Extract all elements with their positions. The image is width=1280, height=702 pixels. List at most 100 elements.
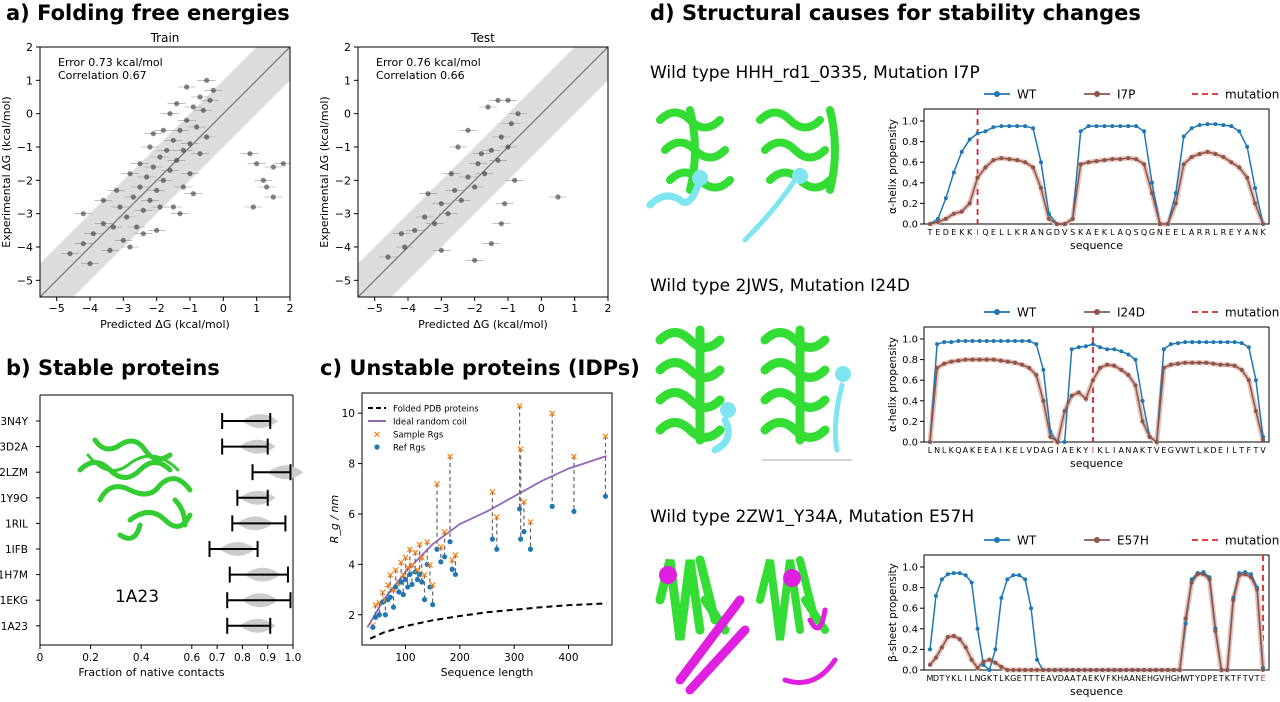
y-tick-label: 0.0 bbox=[902, 666, 918, 677]
data-point bbox=[425, 191, 431, 197]
mutant-point bbox=[984, 357, 989, 362]
mutant-point bbox=[1062, 409, 1067, 414]
y-axis-label: α-helix propensity bbox=[887, 337, 899, 432]
y-tick-label: −2 bbox=[335, 174, 351, 187]
mutant-point bbox=[945, 635, 950, 640]
sequence-residue: T bbox=[992, 674, 998, 683]
data-point bbox=[402, 244, 408, 250]
mutant-point bbox=[1148, 668, 1153, 672]
wt-point bbox=[1221, 123, 1226, 128]
sequence-residue: E bbox=[1017, 674, 1022, 683]
legend-swatch-dot bbox=[1094, 91, 1100, 97]
ref-rg-marker bbox=[494, 546, 500, 552]
wt-point bbox=[987, 668, 992, 672]
sequence-residue: D bbox=[1033, 446, 1039, 455]
ref-rg-marker bbox=[419, 579, 425, 585]
ref-rg-marker bbox=[452, 571, 459, 578]
mutant-point bbox=[1165, 668, 1170, 672]
mutant-point bbox=[1011, 668, 1016, 672]
ref-rg-marker bbox=[521, 529, 527, 535]
wt-point bbox=[1211, 340, 1216, 345]
wt-point bbox=[1237, 129, 1242, 134]
data-point bbox=[452, 187, 458, 193]
data-point bbox=[190, 191, 196, 197]
panel-d-row2-caption: Wild type 2JWS, Mutation I24D bbox=[650, 276, 910, 296]
mutant-point bbox=[1183, 616, 1188, 621]
mutant-point bbox=[1243, 572, 1248, 577]
wt-point bbox=[1183, 621, 1188, 626]
legend-swatch-dot bbox=[994, 91, 1000, 97]
category-label: 1IFB bbox=[5, 544, 28, 556]
mutant-point bbox=[928, 662, 932, 667]
data-point bbox=[120, 237, 126, 243]
data-point bbox=[90, 231, 96, 237]
data-point bbox=[184, 117, 190, 123]
panel-a-title: a) Folding free energies bbox=[6, 1, 290, 25]
mutant-point bbox=[970, 357, 975, 362]
data-point bbox=[194, 124, 200, 130]
sequence-residue: V bbox=[1052, 674, 1058, 683]
category-label: 2LZM bbox=[0, 467, 28, 479]
wt-point bbox=[1253, 185, 1258, 190]
wt-point bbox=[1046, 211, 1051, 216]
mutant-point bbox=[1205, 149, 1210, 154]
sequence-residue: E bbox=[1142, 674, 1147, 683]
sequence-residue: I bbox=[976, 228, 978, 237]
wt-point bbox=[969, 580, 974, 585]
sample-rg-marker: × bbox=[413, 565, 421, 576]
ref-rg-marker bbox=[489, 536, 496, 542]
ref-rg-marker bbox=[382, 612, 388, 618]
sample-rg-marker: × bbox=[392, 565, 400, 576]
mutant-point bbox=[1083, 396, 1088, 401]
mutant-point bbox=[1112, 363, 1117, 368]
sequence-residue: M bbox=[927, 674, 934, 683]
mutant-point bbox=[1171, 668, 1176, 672]
sequence-residue: E bbox=[1088, 674, 1093, 683]
sequence-residue: S bbox=[1070, 228, 1075, 237]
sequence-residue: A bbox=[1118, 228, 1124, 237]
x-tick-label: 0.9 bbox=[259, 652, 276, 664]
mutant-point bbox=[1134, 157, 1139, 162]
sample-rg-marker: × bbox=[488, 487, 496, 498]
mutant-point bbox=[1237, 165, 1242, 170]
plot-area bbox=[40, 47, 290, 297]
sample-rg-marker: × bbox=[517, 444, 525, 455]
sequence-residue: V bbox=[1159, 674, 1165, 683]
sequence-residue: E bbox=[1161, 446, 1166, 455]
sequence-residue: T bbox=[927, 228, 933, 237]
sequence-residue: E bbox=[935, 228, 940, 237]
x-tick-label: 200 bbox=[450, 652, 470, 664]
data-point bbox=[170, 137, 176, 143]
sequence-residue: K bbox=[959, 228, 965, 237]
sample-rg-marker: × bbox=[420, 570, 428, 581]
sequence-residue: E bbox=[977, 446, 982, 455]
data-point bbox=[200, 107, 206, 113]
x-tick-label: 1.0 bbox=[285, 652, 302, 664]
wt-point bbox=[1189, 577, 1194, 582]
x-tick-label: −3 bbox=[115, 302, 131, 315]
mutant-point bbox=[1142, 668, 1147, 672]
sequence-residue: V bbox=[1026, 446, 1032, 455]
sample-rg-marker: × bbox=[570, 452, 578, 463]
mutant-point bbox=[963, 357, 968, 362]
ref-rg-marker bbox=[442, 554, 448, 560]
sequence-residue: A bbox=[1064, 674, 1070, 683]
data-point bbox=[458, 197, 464, 203]
wt-point bbox=[1011, 573, 1016, 578]
ref-rg-marker bbox=[549, 503, 555, 509]
sequence-residue: K bbox=[987, 674, 993, 683]
x-tick-label: 2 bbox=[605, 302, 612, 315]
ref-rg-marker bbox=[427, 584, 433, 590]
sequence-residue: T bbox=[1034, 674, 1040, 683]
mutant-point bbox=[1249, 575, 1254, 580]
sequence-residue: A bbox=[963, 446, 969, 455]
sequence-residue: Q bbox=[1125, 228, 1131, 237]
legend: WT E57H mutation site bbox=[984, 534, 1280, 548]
data-point bbox=[515, 111, 521, 117]
x-tick-label: −1 bbox=[182, 302, 198, 315]
y-tick-label: 0.6 bbox=[902, 376, 918, 387]
mutant-point bbox=[935, 365, 940, 370]
wt-point bbox=[993, 647, 998, 652]
mutant-point bbox=[1142, 162, 1147, 167]
sequence-residue: L bbox=[969, 674, 974, 683]
